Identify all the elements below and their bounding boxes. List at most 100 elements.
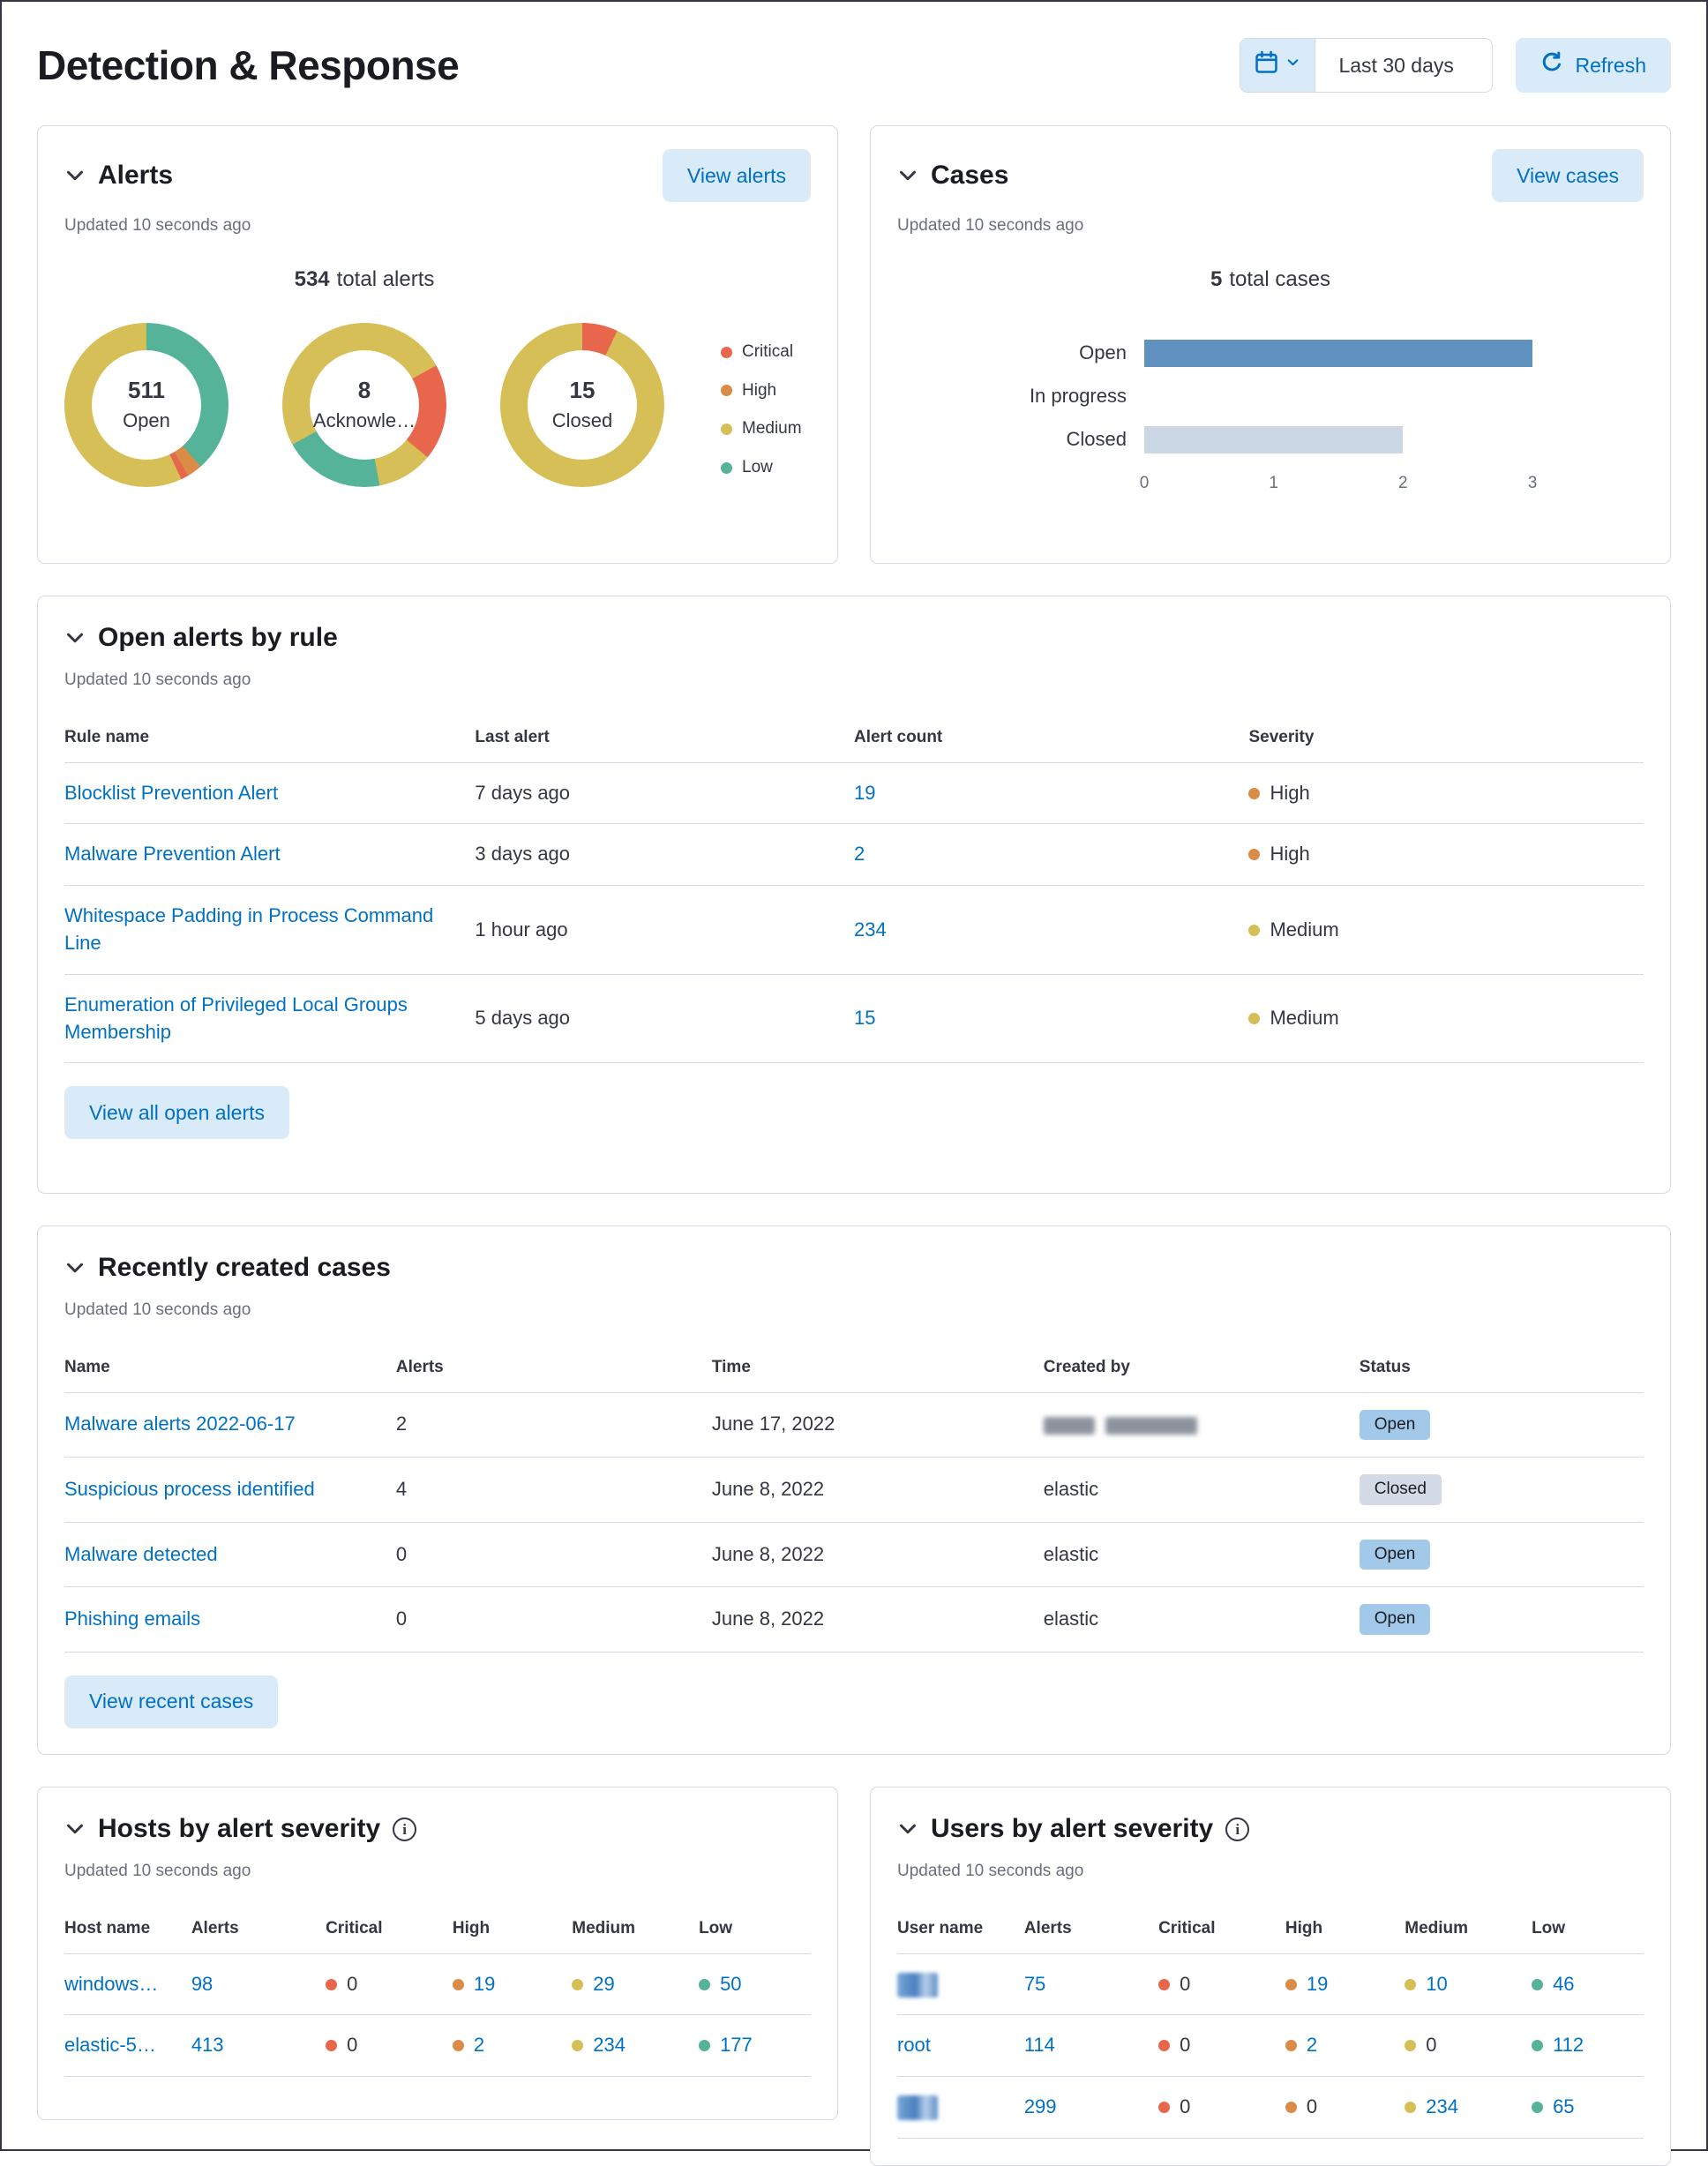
host-low-link[interactable]: 177	[720, 2034, 753, 2057]
table-row: 75 0 19 10 46	[897, 1953, 1644, 2016]
calendar-icon	[1255, 50, 1278, 80]
host-medium-link[interactable]: 29	[593, 1972, 615, 1995]
user-low-link[interactable]: 112	[1553, 2034, 1584, 2057]
users-panel-title: Users by alert severity	[931, 1814, 1214, 1844]
user-alerts-link[interactable]: 114	[1023, 2034, 1055, 2057]
page-title: Detection & Response	[37, 42, 460, 88]
view-cases-button[interactable]: View cases	[1492, 149, 1644, 203]
table-row: elastic-5… 413 0 2 234 177	[64, 2014, 811, 2078]
view-all-open-alerts-button[interactable]: View all open alerts	[64, 1086, 290, 1140]
alert-count-link[interactable]: 15	[853, 1007, 876, 1030]
high-dot-icon	[452, 2040, 464, 2052]
table-row: Blocklist Prevention Alert 7 days ago 19…	[64, 762, 1644, 825]
user-alerts-link[interactable]: 299	[1023, 2095, 1057, 2118]
column-header-low: Low	[1532, 1904, 1644, 1954]
alerts-updated-text: Updated 10 seconds ago	[64, 216, 251, 236]
critical-dot-icon	[1158, 1978, 1171, 1990]
rule-name-link[interactable]: Enumeration of Privileged Local Groups M…	[64, 993, 408, 1043]
status-badge: Closed	[1359, 1474, 1442, 1505]
column-header-time: Time	[711, 1343, 1044, 1393]
hosts-collapse-chevron-icon[interactable]	[64, 1818, 86, 1840]
rule-name-link[interactable]: Whitespace Padding in Process Command Li…	[64, 904, 434, 954]
alerts-collapse-chevron-icon[interactable]	[64, 165, 86, 186]
critical-dot-icon	[1158, 2040, 1171, 2052]
low-dot-icon	[721, 461, 732, 474]
alert-count-link[interactable]: 19	[853, 781, 876, 804]
recent-cases-panel: Recently created cases Updated 10 second…	[37, 1225, 1671, 1756]
case-name-link[interactable]: Malware alerts 2022-06-17	[64, 1413, 296, 1435]
alert-count-link[interactable]: 2	[853, 843, 865, 866]
date-picker-calendar-button[interactable]	[1240, 39, 1316, 93]
host-high-link[interactable]: 19	[473, 1972, 496, 1995]
column-header-medium: Medium	[1405, 1904, 1532, 1954]
column-header-user-name: User name	[897, 1904, 1024, 1954]
case-time: June 8, 2022	[711, 1608, 825, 1630]
status-badge: Open	[1359, 1539, 1431, 1570]
host-name-link[interactable]: windows…	[64, 1972, 159, 1995]
refresh-button-label: Refresh	[1575, 53, 1646, 77]
date-range-picker[interactable]: Last 30 days	[1240, 38, 1494, 94]
column-header-alerts: Alerts	[395, 1343, 712, 1393]
host-alerts-link[interactable]: 98	[191, 1972, 214, 1995]
redacted-user-name	[897, 1972, 938, 1997]
host-medium-link[interactable]: 234	[593, 2034, 626, 2057]
host-name-link[interactable]: elastic-5…	[64, 2034, 156, 2057]
case-name-link[interactable]: Suspicious process identified	[64, 1478, 315, 1501]
refresh-button[interactable]: Refresh	[1516, 38, 1671, 94]
open-alerts-panel: Open alerts by rule Updated 10 seconds a…	[37, 596, 1671, 1195]
alerts-donut-acknowledged: 8 Acknowle…	[282, 322, 446, 487]
hosts-panel-title: Hosts by alert severity	[98, 1814, 381, 1844]
medium-dot-icon	[1405, 1978, 1417, 1990]
table-row: Malware detected 0 June 8, 2022 elastic …	[64, 1522, 1644, 1588]
cases-collapse-chevron-icon[interactable]	[897, 165, 918, 186]
case-alerts-count: 4	[395, 1478, 408, 1501]
open-alerts-collapse-chevron-icon[interactable]	[64, 627, 86, 648]
low-dot-icon	[699, 1978, 711, 1990]
redacted-user-name	[897, 2095, 938, 2121]
user-alerts-link[interactable]: 75	[1023, 1972, 1046, 1995]
users-collapse-chevron-icon[interactable]	[897, 1818, 918, 1840]
case-name-link[interactable]: Phishing emails	[64, 1608, 201, 1630]
alerts-donut-closed: 15 Closed	[500, 322, 664, 487]
view-recent-cases-button[interactable]: View recent cases	[64, 1675, 279, 1728]
case-name-link[interactable]: Malware detected	[64, 1542, 218, 1565]
case-alerts-count: 0	[395, 1608, 408, 1630]
user-name-link[interactable]: root	[897, 2034, 931, 2057]
user-low-link[interactable]: 65	[1553, 2095, 1575, 2118]
medium-dot-icon	[1405, 2102, 1417, 2114]
host-low-link[interactable]: 50	[720, 1972, 742, 1995]
user-high-link[interactable]: 19	[1306, 1972, 1329, 1995]
case-time: June 17, 2022	[711, 1413, 835, 1435]
user-high-link[interactable]: 2	[1306, 2034, 1318, 2057]
info-icon[interactable]: i	[393, 1817, 417, 1841]
host-alerts-link[interactable]: 413	[191, 2034, 224, 2057]
user-medium-link[interactable]: 10	[1426, 1972, 1448, 1995]
case-created-by: elastic	[1043, 1608, 1099, 1630]
user-low-link[interactable]: 46	[1553, 1972, 1575, 1995]
legend-item-low: Low	[721, 456, 811, 480]
date-range-value[interactable]: Last 30 days	[1338, 54, 1454, 78]
cases-panel-title: Cases	[931, 161, 1009, 191]
case-time: June 8, 2022	[711, 1478, 825, 1501]
column-header-critical: Critical	[326, 1904, 453, 1954]
users-panel: Users by alert severity i Updated 10 sec…	[870, 1787, 1671, 2166]
recent-cases-collapse-chevron-icon[interactable]	[64, 1257, 86, 1278]
table-row: Malware alerts 2022-06-17 2 June 17, 202…	[64, 1392, 1644, 1458]
view-alerts-button[interactable]: View alerts	[662, 149, 811, 203]
host-high-link[interactable]: 2	[473, 2034, 485, 2057]
critical-dot-icon	[721, 346, 732, 358]
refresh-icon	[1540, 51, 1563, 79]
alert-count-link[interactable]: 234	[853, 918, 887, 941]
column-header-alerts: Alerts	[1023, 1904, 1159, 1954]
toolbar: Last 30 days Refresh	[1240, 38, 1671, 94]
rule-name-link[interactable]: Blocklist Prevention Alert	[64, 781, 279, 804]
info-icon[interactable]: i	[1225, 1817, 1250, 1841]
column-header-severity: Severity	[1248, 713, 1644, 763]
cases-panel: Cases View cases Updated 10 seconds ago …	[870, 125, 1671, 565]
column-header-critical: Critical	[1158, 1904, 1285, 1954]
user-medium-link[interactable]: 234	[1426, 2095, 1458, 2118]
open-alerts-panel-title: Open alerts by rule	[98, 623, 338, 653]
column-header-high: High	[452, 1904, 573, 1954]
severity-dot-icon	[1248, 787, 1261, 799]
rule-name-link[interactable]: Malware Prevention Alert	[64, 843, 281, 866]
